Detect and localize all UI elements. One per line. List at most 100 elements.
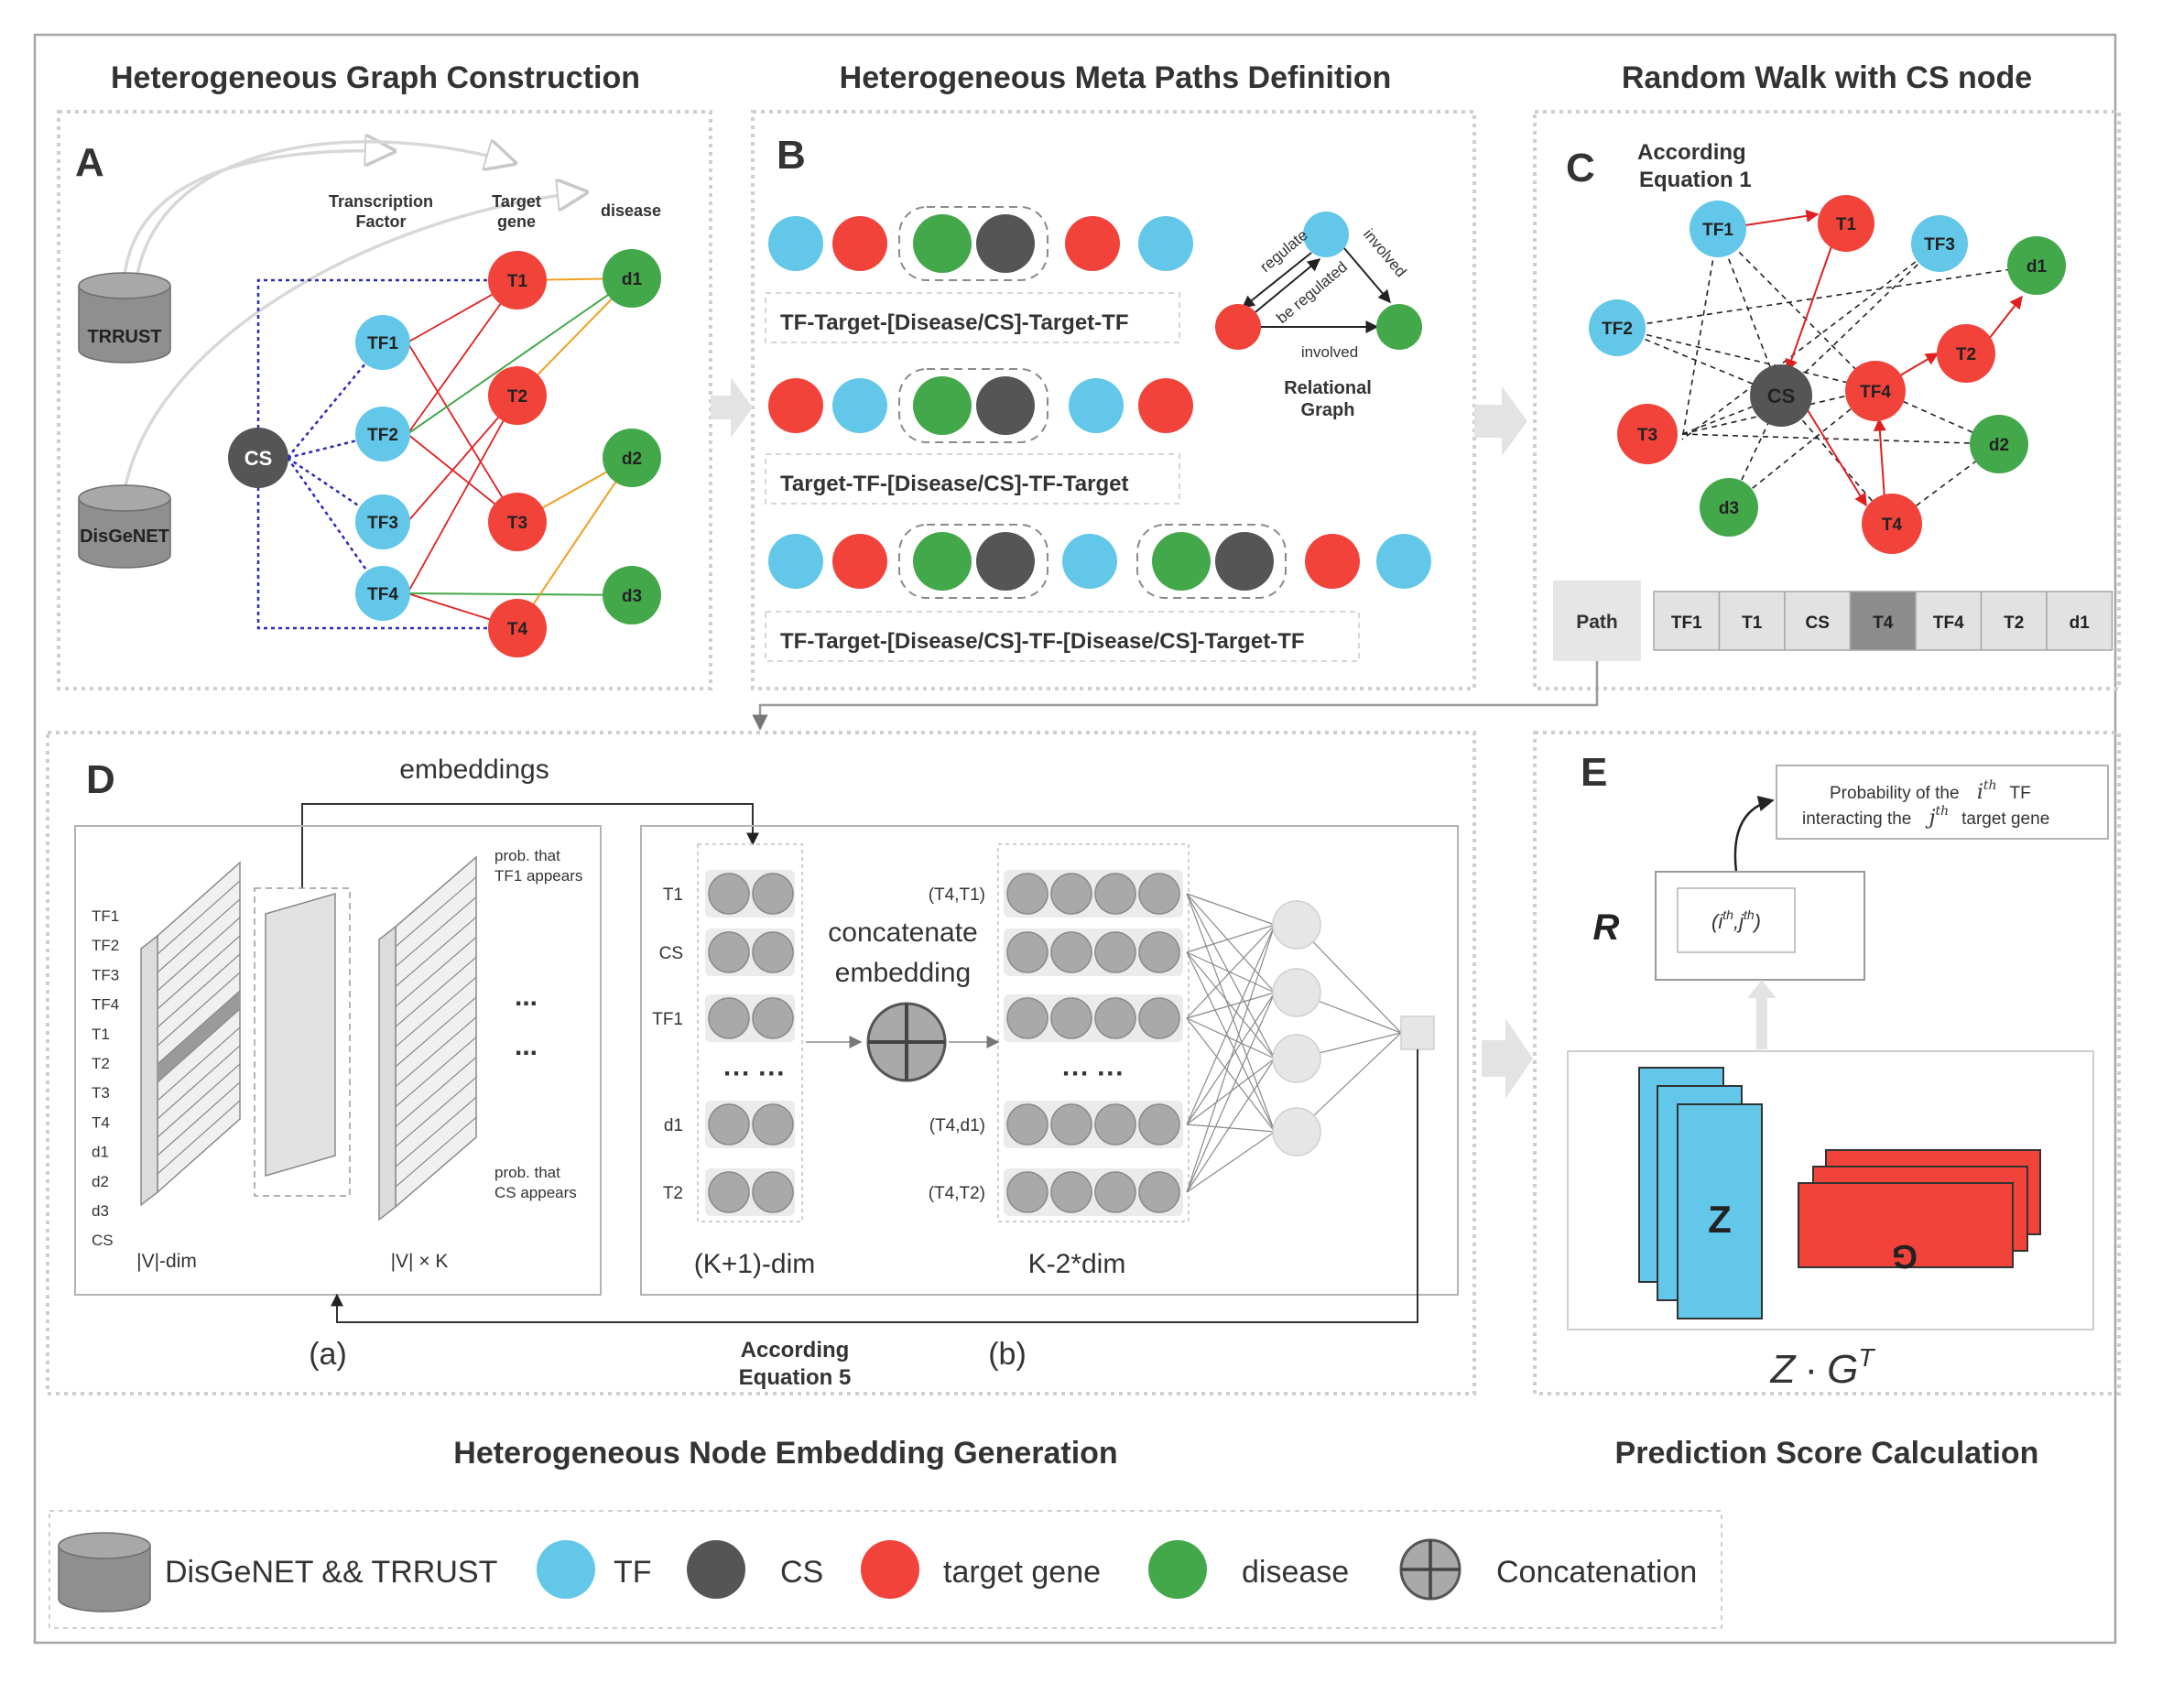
legend-cs-swatch [687,1540,745,1599]
emb-unit [752,1171,794,1213]
rel-node-tf [1303,212,1349,257]
path1-label-box [765,292,1180,343]
vocab-label: T1 [92,1026,110,1043]
node-tf3-a [355,494,410,549]
pair-unit [1050,1171,1092,1213]
walk-node-d1-label: d1 [2026,257,2048,277]
node-t2-a [488,366,547,425]
path1-label: TF-Target-[Disease/CS]-Target-TF [780,310,1128,335]
node-cs-a [228,428,288,488]
path-cell-label: T1 [1742,613,1763,633]
emb-unit [752,931,794,973]
hidden-dashed-box [254,887,351,1197]
path2-label-box [765,453,1180,505]
legend-database-icon [58,1532,151,1612]
node-t2-a-label: T2 [507,387,527,407]
node-d2-a-label: d2 [622,450,642,469]
emb-row-label: d1 [664,1116,683,1135]
node-t4-a [488,599,547,657]
path3-node-3 [913,532,972,591]
panel-b: TF-Target-[Disease/CS]-Target-TF Target-… [765,206,1431,662]
legend: DisGeNET && TRRUST TF CS target gene dis… [49,1510,1722,1629]
walk-node-d3-label: d3 [1719,499,1739,518]
path1-group-box [898,206,1049,281]
emb-unit [752,873,794,915]
input-one-hot-prism [140,861,241,1207]
path3-node-6 [1152,532,1211,591]
note-c: According Equation 1 [1637,140,1752,192]
legend-concat-icon [1399,1538,1461,1601]
vocab-label: TF4 [92,996,119,1014]
pair-unit [1006,1103,1049,1146]
embeddings-label: embeddings [399,755,549,785]
vocab-label: d3 [92,1202,109,1220]
vocab-label: TF2 [92,937,119,954]
path3-node-5 [1062,534,1117,589]
rel-label-regulate: regulate [1256,226,1310,276]
path2-node-4 [976,376,1035,435]
walk-node-tf2-label: TF2 [1602,320,1633,339]
walk-node-t4-label: T4 [1882,516,1903,535]
database-label-trrust: TRRUST [87,327,161,347]
path-cell-d1 [2046,591,2113,651]
path3-label-box [765,611,1360,662]
curve-trrust-to-tf [123,151,394,276]
pair-unit [1006,1171,1049,1213]
vocab-label: T3 [92,1084,110,1102]
path-cell-tf1 [1653,591,1721,651]
emb-unit [708,1171,750,1213]
node-d3-a-label: d3 [622,587,642,606]
neural-net-hidden-layer [1272,900,1321,1156]
hidden-layer-panel [265,893,336,1177]
prob-arrow [1733,796,1775,873]
dim-k1-label: (K+1)-dim [694,1249,816,1279]
node-cs-a-label: CS [244,447,273,470]
panel-e: Probability of the ith TF interacting the… [1567,765,2109,1392]
node-d1-a [603,249,661,308]
pair-row-label: (T4,T2) [929,1184,985,1203]
vocab-label: d2 [92,1173,109,1190]
legend-box [49,1510,1722,1629]
prob-bottom-label: prob. that CS appears [494,1164,577,1201]
node-tf3-a-label: TF3 [367,514,398,533]
legend-disease-label: disease [1242,1555,1349,1590]
letter-d: D [86,757,115,802]
path-cell-t1 [1718,591,1786,651]
path-cell-cs [1784,591,1852,651]
hidden-unit [1272,1107,1321,1156]
node-d1-a-label: d1 [622,270,643,289]
path-cell-t2 [1980,591,2048,651]
output-prism [378,855,477,1222]
walk-node-tf3 [1911,215,1968,272]
path-cell-tf4 [1915,591,1983,651]
pair-unit [1050,997,1092,1039]
hidden-unit [1272,1034,1321,1083]
sub-a-label: (a) [309,1337,347,1372]
pair-unit [1006,931,1049,973]
emb-unit [708,997,750,1039]
pair-unit [1006,873,1049,915]
database-label-disgenet: DisGeNET [80,527,169,547]
vocab-label: T2 [92,1055,110,1072]
path3-label: TF-Target-[Disease/CS]-TF-[Disease/CS]-T… [780,629,1305,654]
emb-unit [708,931,750,973]
rel-label-involved-1: involved [1360,225,1410,280]
path-cell-t4 [1849,591,1917,651]
target-disease-links [407,277,633,629]
walk-node-t3 [1617,404,1678,464]
prob-line-1: Probability of the ith TF [1830,778,2031,804]
prob-box [1776,765,2109,840]
dots-2: ... [515,1031,538,1061]
pair-unit [1094,1103,1136,1146]
database-icon-trrust [78,272,171,364]
walk-node-d2-label: d2 [1989,436,2009,455]
formula: Z · GT [1770,1343,1876,1392]
up-arrow [1747,980,1777,1049]
walk-node-t2 [1937,324,1995,383]
vocab-label: CS [92,1232,114,1249]
input-embeddings: T1 CS TF1 d1 T2 [652,870,795,1216]
neural-net-edges [1186,893,1402,1193]
walk-node-tf4-label: TF4 [1860,383,1891,402]
path3-group-box-2 [1136,524,1287,599]
curve-trrust-to-target [136,142,515,276]
